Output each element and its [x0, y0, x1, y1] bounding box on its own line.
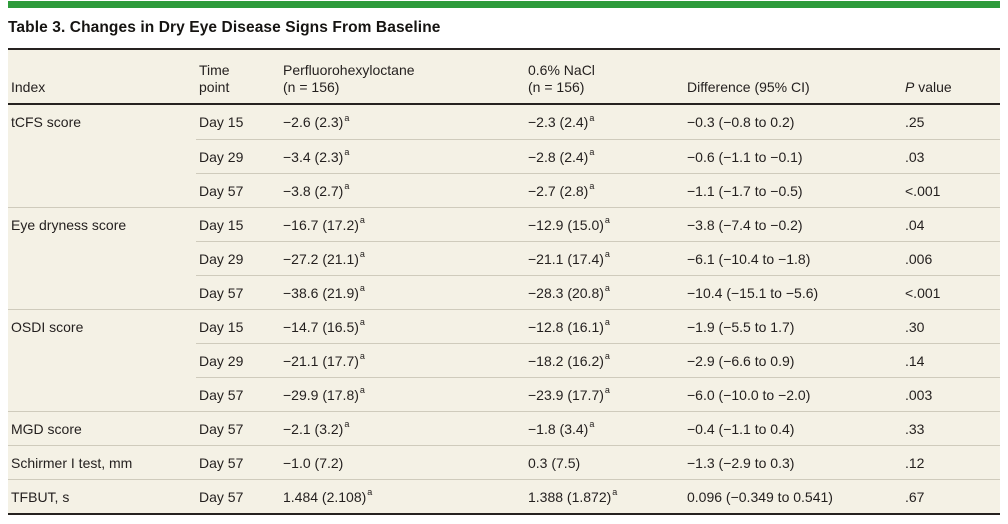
nacl-value-cell: −1.8 (3.4) a [525, 411, 684, 445]
time-point-cell: Day 29 [196, 139, 280, 173]
time-point-cell: Day 15 [199, 114, 244, 130]
nacl-value-cell: 1.388 (1.872) a [525, 479, 684, 513]
difference-value-cell: −10.4 (−15.1 to −5.6) [684, 275, 902, 309]
nacl-value-cell: −21.1 (17.4) a [525, 241, 684, 275]
index-cell: Eye dryness score [8, 207, 196, 241]
time-point-cell: Day 57 [196, 377, 280, 411]
journal-accent-bar [8, 1, 1000, 8]
difference-value-cell: −3.8 (−7.4 to −0.2) [684, 207, 902, 241]
perfluorohexyloctane-value-cell: −14.7 (16.5) a [280, 309, 525, 343]
perfluorohexyloctane-value-cell: 1.484 (2.108) a [280, 479, 525, 513]
col-header-perfluorohexyloctane: Perfluorohexyloctane (n = 156) [283, 61, 415, 95]
table-row: Day 29 −27.2 (21.1) a −21.1 (17.4) a −6.1 (−1… [8, 241, 1000, 275]
p-value-cell: .12 [902, 445, 1000, 479]
time-point-cell: Day 57 [196, 411, 280, 445]
index-cell [8, 377, 196, 411]
p-value-cell: .003 [902, 377, 1000, 411]
index-cell [8, 275, 196, 309]
time-point-cell: Day 15 [196, 207, 280, 241]
nacl-value-cell: −28.3 (20.8) a [525, 275, 684, 309]
table-row: Day 57 −38.6 (21.9) a −28.3 (20.8) a −10.4 (−… [8, 275, 1000, 309]
index-cell: OSDI score [8, 309, 196, 343]
nacl-value-cell: 0.3 (7.5) [525, 445, 684, 479]
article-table-page: Table 3. Changes in Dry Eye Disease Sign… [8, 1, 1000, 515]
nacl-value-cell: −12.9 (15.0) a [525, 207, 684, 241]
time-point-cell: Day 29 [196, 241, 280, 275]
col-header-time-point: Time point [199, 61, 230, 95]
difference-value-cell: −1.9 (−5.5 to 1.7) [684, 309, 902, 343]
time-point-cell: Day 15 [196, 309, 280, 343]
p-value-cell: .67 [902, 479, 1000, 513]
table-row: Eye dryness score Day 15 −16.7 (17.2) a −12.… [8, 207, 1000, 241]
perfluorohexyloctane-value-cell: −29.9 (17.8) a [280, 377, 525, 411]
index-cell [8, 173, 196, 207]
difference-value-cell: −6.1 (−10.4 to −1.8) [684, 241, 902, 275]
difference-value-cell: −1.3 (−2.9 to 0.3) [684, 445, 902, 479]
difference-value-cell: −0.4 (−1.1 to 0.4) [684, 411, 902, 445]
table-row: MGD score Day 57 −2.1 (3.2) a −1.8 (3.4) a −0.… [8, 411, 1000, 445]
difference-value-cell: −0.6 (−1.1 to −0.1) [684, 139, 902, 173]
nacl-value-cell: −12.8 (16.1) a [525, 309, 684, 343]
time-point-cell: Day 57 [196, 445, 280, 479]
table-title-block: Table 3. Changes in Dry Eye Disease Sign… [8, 8, 1000, 48]
data-table: Index Time point Perfluorohexyloctane (n… [8, 48, 1000, 515]
nacl-value-cell: −23.9 (17.7) a [525, 377, 684, 411]
table-header-row: Index Time point Perfluorohexyloctane (n… [8, 50, 1000, 105]
p-value-cell: .04 [902, 207, 1000, 241]
table-row: tCFS score Day 15 −2.6 (2.3) a −2.3 (2.4) a −0… [8, 105, 1000, 139]
table-row: Day 57 −29.9 (17.8) a −23.9 (17.7) a −6.0 (−1… [8, 377, 1000, 411]
index-cell [8, 241, 196, 275]
perfluorohexyloctane-value-cell: −3.8 (2.7) a [280, 173, 525, 207]
difference-value-cell: −2.9 (−6.6 to 0.9) [684, 343, 902, 377]
table-row: Day 57 −3.8 (2.7) a −2.7 (2.8) a −1.1 (−1.7 t… [8, 173, 1000, 207]
table-row: TFBUT, s Day 57 1.484 (2.108) a 1.388 (1.872… [8, 479, 1000, 513]
table-row: Day 29 −3.4 (2.3) a −2.8 (2.4) a −0.6 (−1.1 t… [8, 139, 1000, 173]
table-row: Day 29 −21.1 (17.7) a −18.2 (16.2) a −2.9 (−6… [8, 343, 1000, 377]
difference-value-cell: −6.0 (−10.0 to −2.0) [684, 377, 902, 411]
p-value-cell: .14 [902, 343, 1000, 377]
p-value-cell: .30 [902, 309, 1000, 343]
index-cell: MGD score [8, 411, 196, 445]
index-cell: Schirmer I test, mm [8, 445, 196, 479]
table-title: Table 3. Changes in Dry Eye Disease Sign… [8, 19, 441, 36]
p-value-cell: .33 [902, 411, 1000, 445]
perfluorohexyloctane-value-cell: −1.0 (7.2) [280, 445, 525, 479]
perfluorohexyloctane-value-cell: −21.1 (17.7) a [280, 343, 525, 377]
col-header-difference: Difference (95% CI) [687, 78, 810, 95]
time-point-cell: Day 57 [196, 479, 280, 513]
table-body: tCFS score Day 15 −2.6 (2.3) a −2.3 (2.4) a −0… [8, 105, 1000, 513]
index-cell [8, 139, 196, 173]
index-cell [8, 343, 196, 377]
nacl-value-cell: −2.3 (2.4) a [528, 112, 595, 130]
perfluorohexyloctane-value-cell: −38.6 (21.9) a [280, 275, 525, 309]
perfluorohexyloctane-value-cell: −3.4 (2.3) a [280, 139, 525, 173]
nacl-value-cell: −2.7 (2.8) a [525, 173, 684, 207]
perfluorohexyloctane-value-cell: −16.7 (17.2) a [280, 207, 525, 241]
p-value-cell: <.001 [902, 173, 1000, 207]
col-header-index: Index [11, 78, 46, 95]
time-point-cell: Day 57 [196, 275, 280, 309]
table-row: OSDI score Day 15 −14.7 (16.5) a −12.8 (16.1… [8, 309, 1000, 343]
nacl-value-cell: −2.8 (2.4) a [525, 139, 684, 173]
difference-value-cell: −1.1 (−1.7 to −0.5) [684, 173, 902, 207]
nacl-value-cell: −18.2 (16.2) a [525, 343, 684, 377]
col-header-p-value: P value [905, 78, 952, 95]
p-value-cell: .006 [902, 241, 1000, 275]
p-value-cell: <.001 [902, 275, 1000, 309]
index-cell: tCFS score [11, 114, 82, 130]
col-header-nacl: 0.6% NaCl (n = 156) [528, 61, 595, 95]
p-value-cell: .03 [902, 139, 1000, 173]
difference-value-cell: 0.096 (−0.349 to 0.541) [684, 479, 902, 513]
table-row: Schirmer I test, mm Day 57 −1.0 (7.2) 0.3 (… [8, 445, 1000, 479]
time-point-cell: Day 57 [196, 173, 280, 207]
p-value-cell: .25 [905, 114, 925, 130]
time-point-cell: Day 29 [196, 343, 280, 377]
index-cell: TFBUT, s [8, 479, 196, 513]
perfluorohexyloctane-value-cell: −2.6 (2.3) a [283, 112, 350, 130]
perfluorohexyloctane-value-cell: −2.1 (3.2) a [280, 411, 525, 445]
difference-value-cell: −0.3 (−0.8 to 0.2) [687, 114, 795, 130]
perfluorohexyloctane-value-cell: −27.2 (21.1) a [280, 241, 525, 275]
